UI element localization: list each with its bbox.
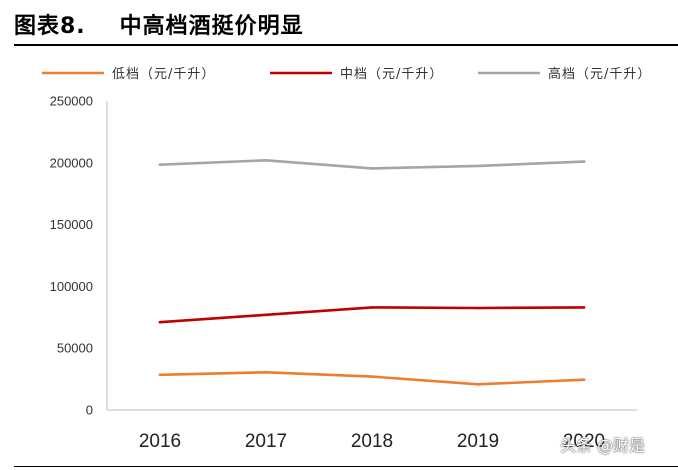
y-tick-label: 150000 xyxy=(50,217,93,232)
data-point xyxy=(264,371,268,374)
y-axis: 0 50000 100000 150000 200000 250000 xyxy=(50,94,108,418)
y-tick-label: 200000 xyxy=(50,155,93,170)
data-point xyxy=(582,378,586,382)
data-point xyxy=(370,167,374,170)
x-tick-label: 2016 xyxy=(139,431,181,452)
legend-label-2: 高档（元/千升） xyxy=(548,66,651,82)
series-line-0 xyxy=(158,370,586,386)
y-tick-label: 100000 xyxy=(50,279,93,294)
y-tick-label: 0 xyxy=(86,403,93,418)
data-point xyxy=(370,306,374,309)
data-point xyxy=(582,160,586,163)
watermark: 头条 @财是 xyxy=(560,436,646,455)
data-point xyxy=(158,373,162,377)
data-point xyxy=(582,306,586,309)
y-tick-label: 50000 xyxy=(57,341,93,356)
data-point xyxy=(158,163,162,166)
x-axis: 2016 2017 2018 2019 2020 xyxy=(107,409,637,452)
legend: 低档（元/千升） 中档（元/千升） 高档（元/千升） xyxy=(42,66,651,82)
plot-area xyxy=(158,159,586,386)
figure-title: 图表8. 中高档酒挺价明显 xyxy=(14,8,304,40)
x-tick-label: 2018 xyxy=(351,431,393,452)
x-tick-label: 2017 xyxy=(245,431,287,452)
x-tick-label: 2019 xyxy=(457,431,499,452)
data-point xyxy=(264,159,268,162)
bottom-rule xyxy=(14,466,678,467)
data-point xyxy=(264,313,268,317)
data-point xyxy=(476,306,480,310)
data-point xyxy=(476,164,480,168)
x-tick-label: 2020 xyxy=(563,431,605,452)
figure-number: 图表8. xyxy=(14,14,86,39)
legend-label-1: 中档（元/千升） xyxy=(340,67,443,82)
legend-label-0: 低档（元/千升） xyxy=(112,67,215,82)
title-rule xyxy=(14,44,678,46)
y-tick-label: 250000 xyxy=(50,94,93,109)
data-point xyxy=(158,320,162,324)
figure-title-text: 中高档酒挺价明显 xyxy=(119,14,304,39)
data-point xyxy=(476,382,480,386)
series-line-1 xyxy=(158,306,586,324)
data-point xyxy=(370,375,374,378)
